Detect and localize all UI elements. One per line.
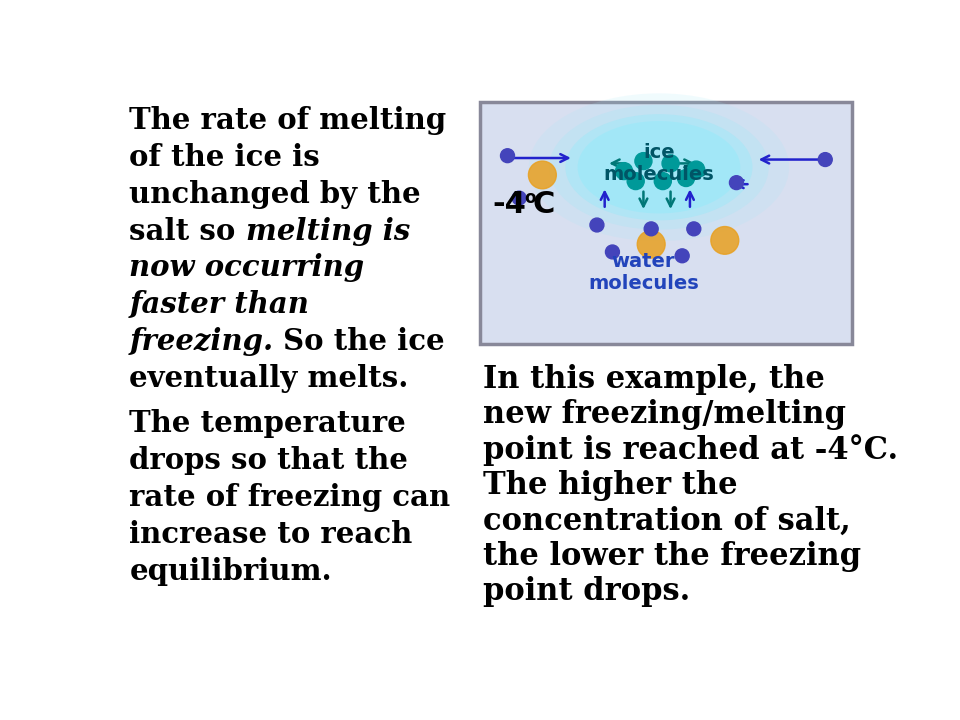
Ellipse shape <box>578 121 740 213</box>
Circle shape <box>644 222 659 235</box>
Circle shape <box>528 161 557 189</box>
Text: equilibrium.: equilibrium. <box>130 557 332 586</box>
Text: concentration of salt,: concentration of salt, <box>483 505 851 536</box>
Text: new freezing/melting: new freezing/melting <box>483 399 846 430</box>
Text: faster than: faster than <box>130 290 309 320</box>
Circle shape <box>710 227 739 254</box>
Text: rate of freezing can: rate of freezing can <box>130 483 450 512</box>
Circle shape <box>818 153 832 166</box>
Circle shape <box>615 163 633 179</box>
Text: So the ice: So the ice <box>274 328 445 356</box>
Circle shape <box>635 153 652 169</box>
FancyBboxPatch shape <box>480 102 852 344</box>
Text: The rate of melting: The rate of melting <box>130 106 446 135</box>
Circle shape <box>590 218 604 232</box>
Ellipse shape <box>565 114 753 220</box>
Circle shape <box>730 176 743 189</box>
Text: o: o <box>524 189 536 207</box>
Text: melting is: melting is <box>246 217 410 246</box>
Circle shape <box>627 173 644 189</box>
Circle shape <box>687 161 705 178</box>
Text: drops so that the: drops so that the <box>130 446 408 475</box>
Circle shape <box>500 149 515 163</box>
Text: of the ice is: of the ice is <box>130 143 320 171</box>
Text: ice
molecules: ice molecules <box>604 143 714 184</box>
Text: now occurring: now occurring <box>130 253 365 282</box>
Circle shape <box>655 173 671 189</box>
Ellipse shape <box>529 94 789 241</box>
Circle shape <box>686 222 701 235</box>
Text: C: C <box>532 190 555 220</box>
Text: -4: -4 <box>492 190 526 220</box>
Text: increase to reach: increase to reach <box>130 520 413 549</box>
Circle shape <box>637 230 665 258</box>
Circle shape <box>606 245 619 259</box>
Text: The higher the: The higher the <box>483 470 737 501</box>
Circle shape <box>678 169 695 186</box>
Circle shape <box>662 155 679 172</box>
Circle shape <box>675 249 689 263</box>
Text: the lower the freezing: the lower the freezing <box>483 541 861 572</box>
Text: In this example, the: In this example, the <box>483 364 825 395</box>
Text: freezing.: freezing. <box>130 328 274 356</box>
Circle shape <box>512 191 526 205</box>
Text: water
molecules: water molecules <box>588 252 699 293</box>
Text: salt so: salt so <box>130 217 246 246</box>
Ellipse shape <box>549 105 769 230</box>
Text: eventually melts.: eventually melts. <box>130 364 409 393</box>
Text: unchanged by the: unchanged by the <box>130 179 420 209</box>
Text: The temperature: The temperature <box>130 409 406 438</box>
Text: point drops.: point drops. <box>483 576 690 607</box>
Text: point is reached at -4°C.: point is reached at -4°C. <box>483 434 898 467</box>
